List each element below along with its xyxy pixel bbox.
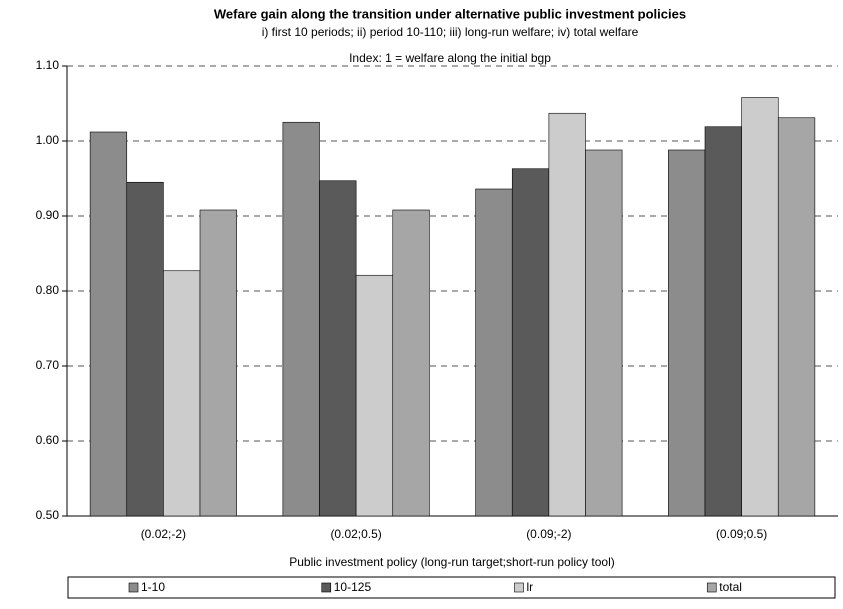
x-tick-label: (0.02;-2) [141, 527, 186, 541]
legend-swatch [706, 582, 717, 593]
y-tick-label: 1.00 [36, 133, 60, 147]
bar [668, 149, 706, 517]
legend-swatch [128, 582, 139, 593]
bar [163, 270, 201, 517]
y-tick-label: 0.60 [36, 433, 60, 447]
y-tick-label: 0.90 [36, 208, 60, 222]
bar [585, 149, 623, 517]
legend-swatch [514, 582, 524, 593]
legend-label: 10-125 [334, 580, 372, 594]
bar [704, 126, 742, 517]
y-tick-label: 0.70 [36, 358, 60, 372]
bar [89, 131, 128, 517]
bar [511, 168, 550, 517]
x-axis-label: Public investment policy (long-run targe… [289, 555, 614, 569]
bar [548, 112, 586, 517]
x-tick-label: (0.09;0.5) [716, 527, 767, 541]
bar [355, 274, 394, 517]
legend-swatch [321, 582, 332, 593]
y-tick-label: 0.50 [36, 508, 60, 522]
bar [319, 180, 357, 517]
bar [199, 209, 237, 517]
chart-title: Wefare gain along the transition under a… [214, 6, 686, 21]
bar [475, 188, 513, 517]
y-tick-label: 1.10 [36, 58, 60, 72]
legend-label: lr [527, 580, 534, 594]
bar [392, 209, 430, 517]
y-tick-label: 0.80 [36, 283, 60, 297]
bar [282, 121, 320, 517]
chart-note: Index: 1 = welfare along the initial bgp [349, 51, 551, 65]
legend-label: 1-10 [141, 580, 165, 594]
x-tick-label: (0.02;0.5) [330, 527, 381, 541]
chart-subtitle: i) first 10 periods; ii) period 10-110; … [262, 25, 639, 39]
bar [126, 181, 164, 517]
legend-box [67, 576, 836, 599]
bar [741, 97, 779, 517]
x-tick-label: (0.09;-2) [526, 527, 571, 541]
legend-label: total [719, 580, 742, 594]
bar [777, 117, 816, 517]
